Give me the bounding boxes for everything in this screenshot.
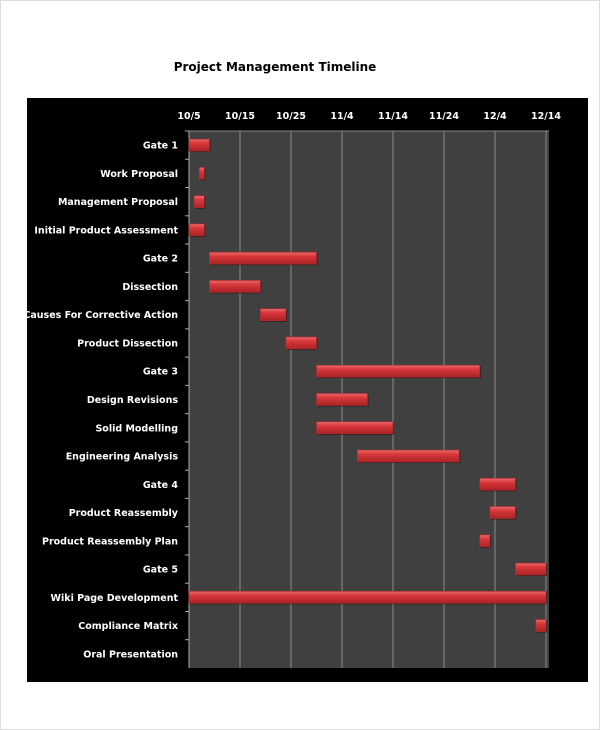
task-bar [188,591,547,604]
task-bar [316,364,480,378]
task-label: Engineering Analysis [66,452,179,463]
task-label: Solid Modelling [95,423,178,434]
task-bar [260,308,287,322]
task-bar [489,506,516,519]
task-bar [198,167,205,180]
task-label: Product Reassembly [69,508,179,519]
task-label: Compliance Matrix [78,621,178,632]
plot-area [189,131,549,668]
task-bar [188,223,205,237]
task-label: Work Proposal [100,169,178,180]
task-bar [285,336,317,350]
task-label: Gate 2 [143,254,178,265]
task-label: Design Revisions [87,395,179,406]
task-bar [193,195,205,208]
task-bar [209,280,261,293]
task-label: Gate 3 [143,367,178,378]
task-bar [188,138,210,152]
task-label: Product Dissection [77,338,178,349]
task-label: Product Reassembly Plan [42,536,178,547]
x-tick-label: 10/5 [177,111,200,122]
x-tick-label: 11/4 [330,111,354,122]
task-bar [316,393,368,406]
task-bar [479,477,516,491]
task-label: Management Proposal [58,197,178,208]
task-bar [356,449,460,463]
task-bar [515,562,547,576]
x-tick-label: 11/24 [429,111,459,122]
task-label: Gate 4 [143,480,179,491]
x-tick-label: 12/4 [483,111,507,122]
task-bar [479,534,491,548]
x-tick-label: 10/25 [276,111,306,122]
task-label: Oral Presentation [83,649,178,660]
task-label: Gate 1 [143,141,178,152]
task-label: Causes For Corrective Action [23,310,178,321]
task-label: Initial Product Assessment [34,225,178,236]
task-label: Dissection [122,282,178,293]
task-bar [535,619,547,632]
x-tick-label: 12/14 [531,111,561,122]
task-label: Wiki Page Development [51,593,179,604]
x-tick-label: 11/14 [378,111,408,122]
task-bar [209,251,317,265]
task-bar [316,421,394,435]
task-label: Gate 5 [143,565,178,576]
chart-title: Project Management Timeline [173,60,377,74]
x-tick-label: 10/15 [225,111,255,122]
